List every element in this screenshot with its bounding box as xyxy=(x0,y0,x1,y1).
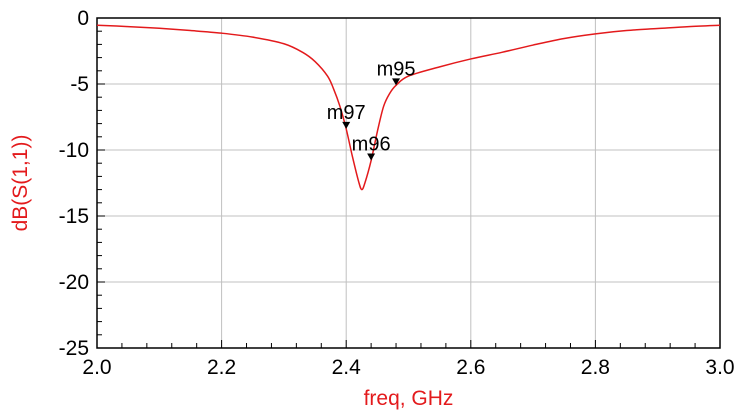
marker-label-m95: m95 xyxy=(377,58,416,80)
x-tick-label: 3.0 xyxy=(705,356,734,379)
x-axis-label: freq, GHz xyxy=(364,387,454,410)
marker-label-m96: m96 xyxy=(352,134,391,156)
y-tick-label: -10 xyxy=(59,139,89,162)
x-tick-label: 2.6 xyxy=(456,356,485,379)
y-axis-label: dB(S(1,1)) xyxy=(9,135,32,232)
y-tick-label: -15 xyxy=(59,205,89,228)
series-line-s11 xyxy=(96,24,721,191)
y-tick-label: 0 xyxy=(77,7,89,30)
y-tick-label: -20 xyxy=(59,271,89,294)
x-tick-labels: 2.0 2.2 2.4 2.6 2.8 3.0 xyxy=(82,356,734,379)
series-group xyxy=(96,24,721,191)
marker-triangle-m96 xyxy=(367,153,376,161)
y-tick-label: -5 xyxy=(70,73,89,96)
marker-group: m95 m97 m96 xyxy=(327,58,416,161)
x-tick-label: 2.2 xyxy=(207,356,236,379)
marker-label-m97: m97 xyxy=(327,102,366,124)
y-tick-labels: 0 -5 -10 -15 -20 -25 xyxy=(59,7,89,360)
y-tick-label: -25 xyxy=(59,337,89,360)
x-tick-label: 2.8 xyxy=(581,356,610,379)
marker-triangle-m95 xyxy=(392,78,401,86)
x-tick-label: 2.0 xyxy=(82,356,111,379)
plot-frame xyxy=(96,17,721,349)
x-tick-label: 2.4 xyxy=(332,356,362,379)
marker-triangle-m97 xyxy=(342,121,351,129)
